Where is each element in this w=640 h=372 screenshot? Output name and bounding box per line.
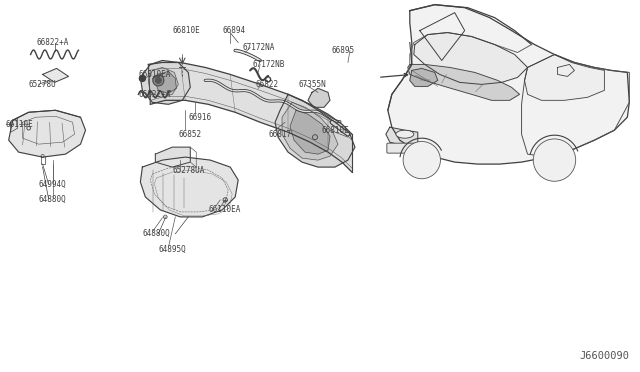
Circle shape <box>403 141 440 179</box>
Text: 65278U: 65278U <box>29 80 56 89</box>
Polygon shape <box>9 110 86 157</box>
Ellipse shape <box>396 130 414 138</box>
Polygon shape <box>140 61 190 104</box>
Text: 65278UA: 65278UA <box>172 166 205 174</box>
Polygon shape <box>386 127 418 146</box>
FancyBboxPatch shape <box>387 143 424 153</box>
Text: 66810E: 66810E <box>172 26 200 35</box>
Text: 66810EA: 66810EA <box>138 70 171 79</box>
Text: 67172NA: 67172NA <box>242 43 275 52</box>
Text: 66822+A: 66822+A <box>138 90 171 99</box>
Polygon shape <box>525 54 604 100</box>
Circle shape <box>533 139 576 181</box>
Text: 64880Q: 64880Q <box>142 229 170 238</box>
Text: 66852: 66852 <box>179 130 202 139</box>
Text: 66895: 66895 <box>332 46 355 55</box>
Text: J6600090: J6600090 <box>579 351 629 361</box>
Text: 67355N: 67355N <box>298 80 326 89</box>
Polygon shape <box>290 110 330 154</box>
Polygon shape <box>148 62 352 172</box>
Polygon shape <box>156 147 190 167</box>
Text: 66110EA: 66110EA <box>208 205 241 214</box>
Circle shape <box>156 78 161 83</box>
Polygon shape <box>43 68 68 82</box>
Circle shape <box>140 76 145 81</box>
Polygon shape <box>388 5 629 164</box>
Polygon shape <box>156 71 176 93</box>
Text: 66817: 66817 <box>268 130 291 139</box>
Text: 64994Q: 64994Q <box>38 180 67 189</box>
Polygon shape <box>148 67 179 97</box>
Polygon shape <box>408 64 520 100</box>
Text: 67172NB: 67172NB <box>252 60 285 69</box>
Polygon shape <box>414 33 527 84</box>
Text: 66810E: 66810E <box>322 126 349 135</box>
Text: 66110E: 66110E <box>6 120 33 129</box>
Polygon shape <box>308 89 330 107</box>
Text: 66916: 66916 <box>188 113 211 122</box>
Text: 66822+A: 66822+A <box>36 38 69 47</box>
Text: 66822: 66822 <box>255 80 278 89</box>
Circle shape <box>153 75 164 86</box>
Text: 64895Q: 64895Q <box>158 245 186 254</box>
Polygon shape <box>275 94 355 167</box>
Polygon shape <box>557 64 575 76</box>
Text: 66894: 66894 <box>222 26 245 35</box>
Polygon shape <box>410 68 438 86</box>
Text: 64880Q: 64880Q <box>38 195 67 205</box>
Polygon shape <box>282 102 338 160</box>
Polygon shape <box>140 157 238 217</box>
